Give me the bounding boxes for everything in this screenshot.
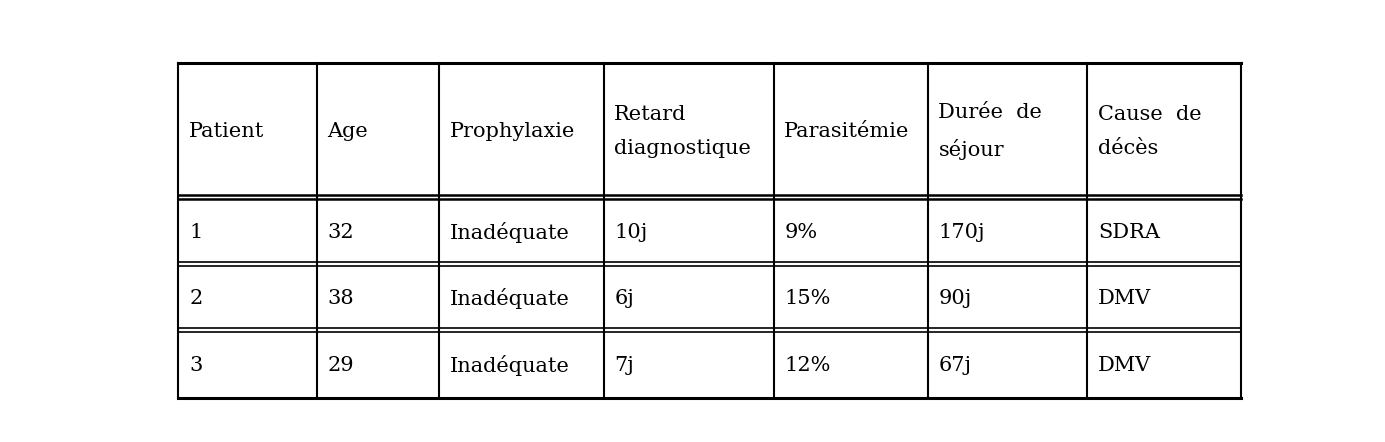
Text: Patient: Patient [190, 122, 265, 141]
Text: DMV: DMV [1098, 356, 1151, 375]
Text: 6j: 6j [615, 290, 634, 309]
Text: 9%: 9% [784, 223, 817, 242]
Text: SDRA: SDRA [1098, 223, 1159, 242]
Text: 170j: 170j [939, 223, 985, 242]
Text: Parasitémie: Parasitémie [784, 122, 910, 141]
Text: 38: 38 [327, 290, 355, 309]
Text: 7j: 7j [615, 356, 634, 375]
Text: 32: 32 [327, 223, 355, 242]
Text: 67j: 67j [939, 356, 971, 375]
Text: 3: 3 [190, 356, 202, 375]
Text: Inadéquate: Inadéquate [450, 289, 569, 309]
Text: 2: 2 [190, 290, 202, 309]
Text: Durée  de
séjour: Durée de séjour [939, 103, 1043, 160]
Text: 1: 1 [190, 223, 202, 242]
Text: 90j: 90j [939, 290, 972, 309]
Text: Cause  de
décès: Cause de décès [1098, 105, 1201, 158]
Text: DMV: DMV [1098, 290, 1151, 309]
Text: 12%: 12% [784, 356, 831, 375]
Text: Prophylaxie: Prophylaxie [450, 122, 575, 141]
Text: 29: 29 [327, 356, 355, 375]
Text: Age: Age [327, 122, 368, 141]
Text: Retard
diagnostique: Retard diagnostique [615, 105, 751, 158]
Text: 10j: 10j [615, 223, 648, 242]
Text: 15%: 15% [784, 290, 831, 309]
Text: Inadéquate: Inadéquate [450, 222, 569, 243]
Text: Inadéquate: Inadéquate [450, 355, 569, 376]
